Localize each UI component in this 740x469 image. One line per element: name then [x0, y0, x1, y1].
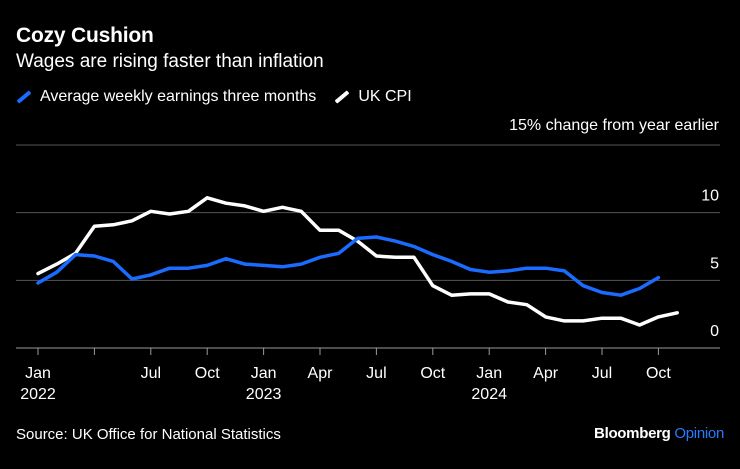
x-tick-label: Jul [366, 365, 386, 382]
y-tick-label: 10 [701, 188, 719, 205]
x-tick-label: Jan [476, 365, 502, 382]
x-tick-label: Jul [141, 365, 161, 382]
y-tick-label: 5 [710, 255, 719, 272]
x-tick-label: Jan [25, 365, 51, 382]
chart-subtitle: Wages are rising faster than inflation [16, 51, 324, 72]
legend-label-earnings: Average weekly earnings three months [40, 88, 317, 105]
legend-item-cpi: UK CPI [334, 88, 412, 106]
series-lines [36, 196, 679, 327]
series-line-uk-cpi [36, 196, 679, 327]
x-tick-label: Oct [420, 365, 445, 382]
x-tick-label: Oct [195, 365, 220, 382]
chart-title: Cozy Cushion [16, 24, 154, 47]
legend-label-cpi: UK CPI [358, 88, 412, 105]
x-tick-label: Jul [592, 365, 612, 382]
y-tick-label: 0 [710, 323, 719, 340]
x-tick-label: 2023 [246, 386, 282, 403]
y-axis-unit-label: 15% change from year earlier [509, 117, 719, 134]
bloomberg-opinion-logo: Bloomberg Opinion [594, 425, 724, 442]
x-tick-label: 2022 [20, 386, 56, 403]
legend: Average weekly earnings three months UK … [16, 88, 430, 106]
series-line-average-weekly-earnings-three-months [36, 235, 661, 297]
source-note: Source: UK Office for National Statistic… [16, 426, 281, 443]
legend-item-earnings: Average weekly earnings three months [16, 88, 316, 106]
y-tick-labels: 0 5 10 [701, 188, 719, 340]
brand-section: Opinion [674, 425, 724, 442]
x-tick-label: Apr [308, 365, 334, 382]
x-tick-labels: Jan 2022 Jul Oct Jan 2023 Apr Jul Oct Jan 2024 Apr J… [20, 348, 671, 403]
x-tick-label: 2024 [471, 386, 507, 403]
brand-name: Bloomberg [594, 425, 671, 442]
x-tick-label: Apr [533, 365, 559, 382]
x-tick-label: Jan [251, 365, 277, 382]
x-tick-label: Oct [646, 365, 671, 382]
